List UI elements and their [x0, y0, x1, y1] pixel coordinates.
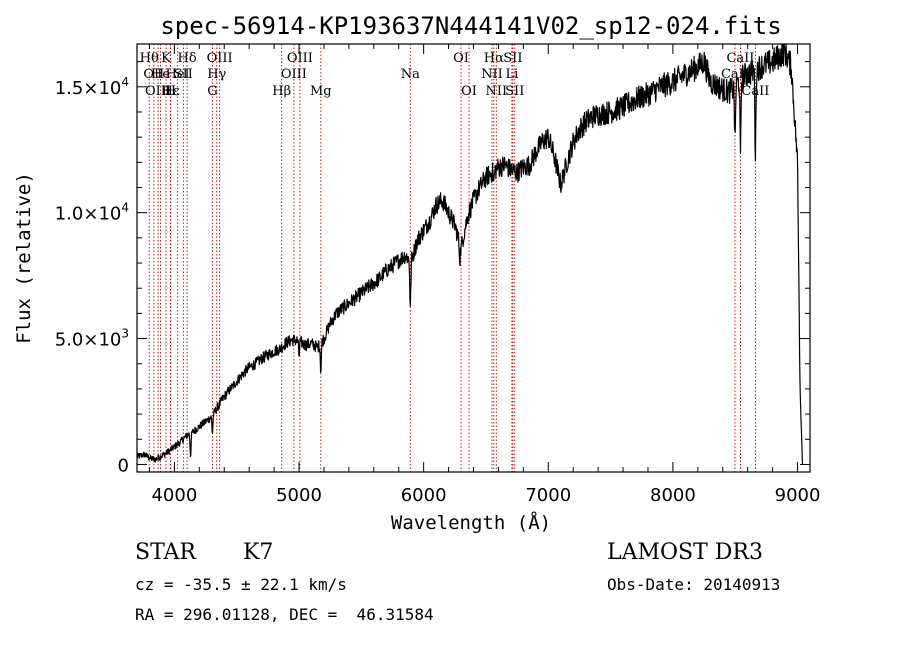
x-tick-label: 5000 — [276, 485, 322, 506]
y-tick-label: 1.5×104 — [55, 75, 129, 99]
line-marker-label: OIII — [207, 51, 233, 66]
line-marker-label: Li — [505, 67, 518, 82]
line-marker-label: SII — [174, 67, 193, 82]
y-axis-label: Flux (relative) — [13, 172, 35, 344]
y-tick-label: 1.0×104 — [55, 201, 129, 225]
line-marker-label: SII — [503, 51, 522, 66]
line-marker-label: OII — [143, 67, 164, 82]
line-marker-label: OI — [461, 84, 477, 99]
line-marker-label: K — [161, 51, 171, 66]
line-marker-label: HeI — [166, 67, 190, 82]
x-tick-label: 7000 — [525, 485, 571, 506]
y-tick-label: 5.0×103 — [55, 327, 129, 351]
line-marker-label: Hγ — [207, 67, 226, 82]
y-tick-label: 0 — [118, 455, 129, 476]
line-marker-label: He — [151, 67, 170, 82]
line-marker-label: Hα — [484, 51, 504, 66]
x-tick-label: 4000 — [151, 485, 197, 506]
x-axis-ticks: 4000 5000 6000 7000 8000 9000 — [148, 44, 821, 506]
x-tick-label: 8000 — [650, 485, 696, 506]
x-tick-label: 9000 — [775, 485, 821, 506]
coordinates: RA = 296.01128, DEC = 46.31584 — [135, 605, 434, 624]
x-tick-label: 6000 — [401, 485, 447, 506]
line-marker-label: OIII — [281, 67, 307, 82]
line-marker-label: Hδ — [178, 51, 197, 66]
spectrum-line — [136, 43, 804, 465]
y-axis-ticks: 0 5.0×103 1.0×104 1.5×104 — [55, 61, 810, 476]
line-marker-label: CaII — [726, 51, 754, 66]
line-markers — [148, 44, 756, 472]
survey-name: LAMOST DR3 — [607, 540, 763, 565]
x-axis-label: Wavelength (Å) — [391, 511, 551, 534]
line-marker-label: NII — [485, 84, 507, 99]
plot-frame — [136, 43, 811, 473]
line-marker-label: SII — [505, 84, 524, 99]
redshift-text: cz = -35.5 ± 22.1 km/s — [135, 575, 347, 594]
object-class: STAR — [135, 540, 196, 565]
line-marker-label: G — [207, 84, 217, 99]
line-marker-label: Hβ — [272, 84, 291, 99]
line-marker-label: Mg — [310, 84, 332, 99]
line-marker-label: Na — [401, 67, 420, 82]
line-marker-labels: HθOIIOIIIHeKHHεHeISIIHδGHγOIIIHβOIIIOIII… — [140, 51, 770, 99]
line-marker-label: H — [165, 84, 176, 99]
object-subclass: K7 — [243, 540, 274, 565]
line-marker-label: OIII — [287, 51, 313, 66]
line-marker-label: CaII — [741, 84, 769, 99]
obs-date: Obs-Date: 20140913 — [607, 575, 781, 594]
line-marker-label: OIII — [145, 84, 171, 99]
line-marker-label: OI — [453, 51, 469, 66]
chart-title: spec-56914-KP193637N444141V02_sp12-024.f… — [160, 12, 781, 40]
line-marker-label: NII — [481, 67, 503, 82]
line-marker-label: Hε — [162, 84, 180, 99]
line-marker-label: Hθ — [140, 51, 159, 66]
